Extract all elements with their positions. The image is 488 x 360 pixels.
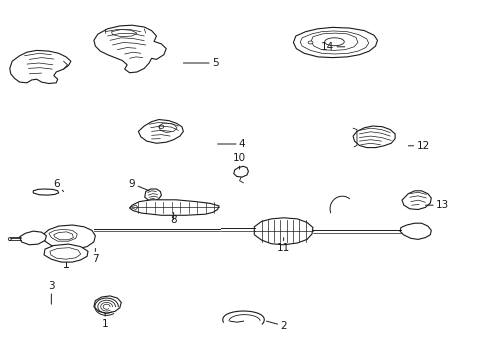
Polygon shape: [300, 31, 368, 54]
Text: 11: 11: [276, 238, 290, 253]
Text: 9: 9: [128, 179, 149, 191]
Polygon shape: [399, 223, 430, 239]
Text: 10: 10: [233, 153, 245, 169]
Polygon shape: [33, 189, 59, 195]
Text: 14: 14: [320, 42, 344, 52]
Polygon shape: [49, 229, 77, 241]
Polygon shape: [94, 25, 166, 73]
Polygon shape: [144, 189, 161, 201]
Polygon shape: [401, 191, 430, 210]
Polygon shape: [10, 50, 71, 84]
Text: 3: 3: [48, 281, 55, 304]
Text: 6: 6: [53, 179, 63, 192]
Text: 8: 8: [170, 212, 177, 225]
Polygon shape: [41, 225, 95, 249]
Polygon shape: [138, 120, 183, 143]
Ellipse shape: [324, 38, 344, 46]
Polygon shape: [159, 123, 177, 132]
Polygon shape: [310, 33, 357, 50]
Polygon shape: [111, 30, 137, 37]
Text: 13: 13: [425, 200, 448, 210]
Polygon shape: [352, 126, 394, 148]
Polygon shape: [254, 218, 312, 245]
Text: 5: 5: [183, 58, 218, 68]
Text: 12: 12: [407, 141, 429, 151]
Polygon shape: [20, 231, 46, 245]
Polygon shape: [44, 244, 88, 262]
Polygon shape: [129, 205, 138, 210]
Ellipse shape: [307, 41, 312, 44]
Ellipse shape: [8, 238, 11, 240]
Polygon shape: [54, 232, 73, 240]
Polygon shape: [293, 27, 377, 58]
Text: 2: 2: [266, 321, 286, 331]
Text: 4: 4: [217, 139, 245, 149]
Polygon shape: [233, 166, 248, 177]
Text: 7: 7: [92, 248, 99, 264]
Text: 1: 1: [102, 313, 108, 329]
Polygon shape: [129, 200, 219, 215]
Polygon shape: [50, 248, 81, 259]
Polygon shape: [94, 296, 121, 313]
